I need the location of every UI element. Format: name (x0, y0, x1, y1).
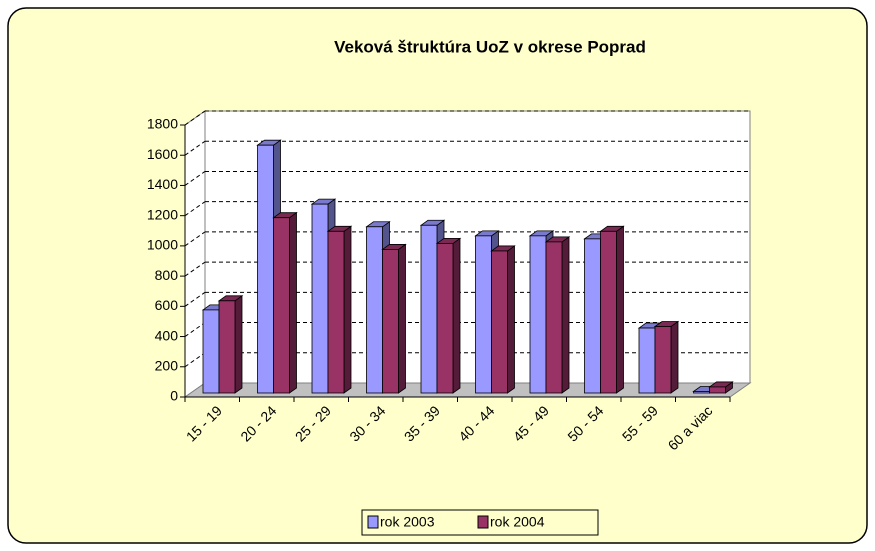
bar-front (491, 250, 508, 394)
bar (217, 295, 244, 394)
bar-front (382, 249, 399, 394)
bar (326, 225, 353, 394)
bar (599, 225, 625, 394)
side-wall (184, 110, 206, 398)
bar-front (709, 386, 726, 394)
legend-swatch (367, 515, 379, 529)
bar-side (616, 225, 624, 394)
bar-front (273, 217, 290, 394)
bar-side (398, 243, 406, 394)
bar-front (475, 235, 492, 394)
bar-front (218, 300, 236, 394)
bar-front (257, 144, 274, 394)
legend-label: rok 2004 (490, 514, 545, 530)
bar-side (234, 295, 243, 394)
legend-label: rok 2003 (380, 514, 435, 530)
bar-front (638, 327, 656, 394)
bar-side (561, 236, 570, 394)
bar-front (654, 326, 672, 394)
bar-front (420, 224, 438, 394)
y-tick-label: 200 (155, 357, 179, 373)
bar-side (670, 320, 679, 394)
y-tick-label: 600 (155, 297, 179, 313)
bar-side (452, 237, 461, 394)
bar (490, 245, 516, 394)
bar-front (436, 242, 454, 394)
y-tick-label: 1000 (147, 237, 178, 253)
chart-title: Veková štruktúra UoZ v okrese Poprad (334, 37, 646, 56)
y-tick-label: 800 (155, 267, 179, 283)
y-tick-label: 400 (155, 327, 179, 343)
y-tick-label: 0 (170, 388, 178, 404)
bar-front (311, 203, 329, 394)
y-tick-label: 1600 (147, 146, 178, 162)
y-tick-label: 1400 (147, 176, 178, 192)
bar (653, 320, 680, 394)
bar-side (289, 211, 297, 394)
legend-swatch (477, 515, 489, 529)
y-tick-label: 1200 (147, 206, 178, 222)
bar-front (693, 391, 710, 394)
bar (381, 243, 407, 394)
bar-front (545, 241, 563, 394)
bar-front (529, 235, 547, 394)
bar (435, 237, 462, 394)
bar-front (202, 309, 220, 394)
bar-side (507, 245, 515, 394)
bar-front (600, 230, 617, 394)
bar-front (366, 226, 383, 394)
bar (272, 211, 298, 394)
legend: rok 2003 rok 2004 (361, 509, 599, 536)
bar-front (584, 238, 601, 394)
bar-side (343, 225, 352, 394)
bar (544, 236, 571, 394)
bar-front (327, 230, 345, 394)
bar (708, 381, 734, 394)
y-tick-label: 1800 (147, 116, 178, 132)
